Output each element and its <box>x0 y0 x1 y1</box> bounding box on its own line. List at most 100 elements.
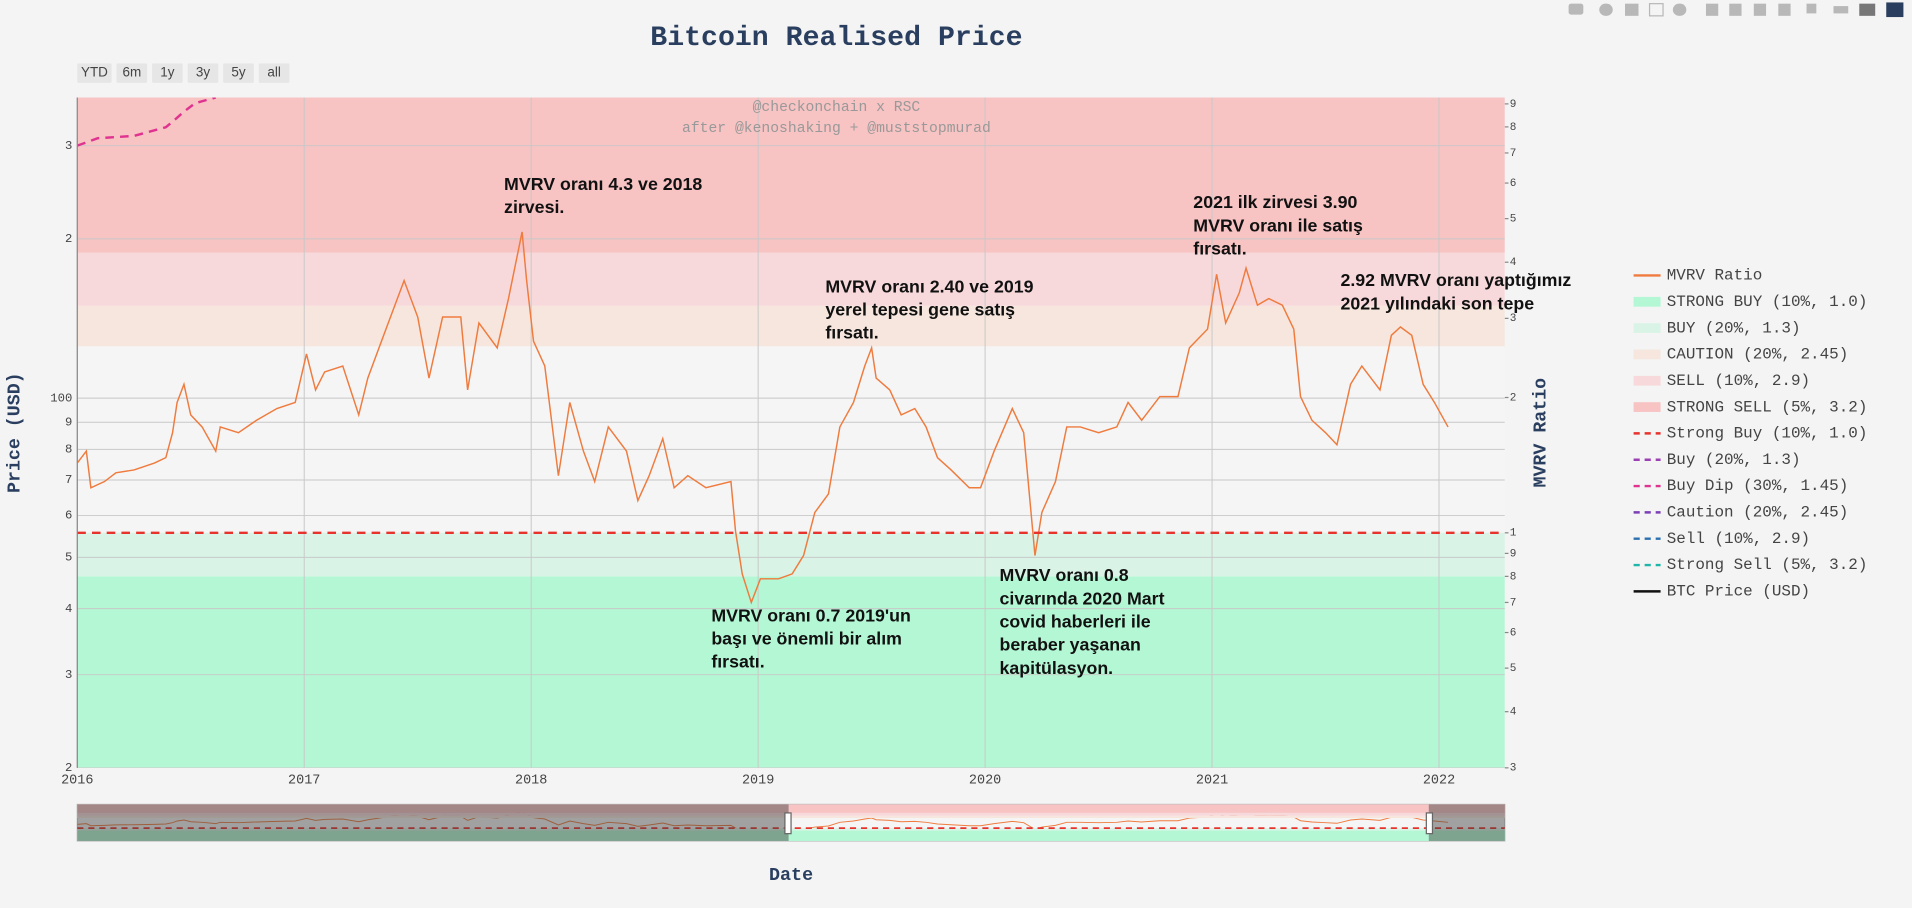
y2-tick-label: 7 <box>1510 148 1517 160</box>
toolbar-icon[interactable] <box>1806 3 1817 14</box>
annotation: fırsatı. <box>1193 239 1246 259</box>
annotation: MVRV oranı 2.40 ve 2019 <box>825 276 1033 296</box>
series-line <box>77 231 1449 605</box>
legend-label: Buy Dip (30%, 1.45) <box>1667 477 1849 495</box>
range-button[interactable] <box>223 63 254 83</box>
annotation: zirvesi. <box>504 197 564 217</box>
toolbar-icon[interactable] <box>1625 3 1639 16</box>
series-line <box>77 97 217 147</box>
toolbar-icon[interactable] <box>1778 3 1791 16</box>
legend-label: CAUTION (20%, 2.45) <box>1667 346 1849 364</box>
toolbar-icon[interactable] <box>1833 6 1849 14</box>
range-button-label[interactable]: 3y <box>196 65 211 80</box>
range-button[interactable] <box>187 63 219 83</box>
legend-label: MVRV Ratio <box>1667 267 1763 285</box>
annotation: MVRV oranı ile satış <box>1193 215 1363 235</box>
y-tick-label: 7 <box>65 473 72 487</box>
y2-tick-label: 8 <box>1510 122 1517 134</box>
legend-label: STRONG BUY (10%, 1.0) <box>1667 293 1868 311</box>
range-button-label[interactable]: all <box>267 65 281 80</box>
toolbar-icon[interactable] <box>1648 3 1664 17</box>
zone-band <box>77 532 1505 577</box>
annotation: fırsatı. <box>825 323 878 343</box>
y-tick-label: 3 <box>65 139 72 153</box>
legend-swatch <box>1633 323 1661 333</box>
annotation: covid haberleri ile <box>1000 612 1151 632</box>
y2-tick-label: 3 <box>1510 763 1517 775</box>
annotation: MVRV oranı 4.3 ve 2018 <box>504 174 702 194</box>
slider-handle[interactable] <box>784 812 792 835</box>
slider-mask <box>77 804 789 841</box>
legend-label: Strong Sell (5%, 3.2) <box>1667 556 1868 574</box>
annotation: 2021 ilk zirvesi 3.90 <box>1193 192 1357 212</box>
y2-tick-label: 4 <box>1510 257 1517 269</box>
legend-label: Caution (20%, 2.45) <box>1667 504 1849 522</box>
y2-tick-label: 7 <box>1510 597 1517 609</box>
zone-band <box>77 305 1505 347</box>
y2-tick-label: 1 <box>1510 528 1517 540</box>
toolbar-icon[interactable] <box>1599 3 1613 16</box>
legend-swatch <box>1633 349 1661 360</box>
legend-swatch <box>1633 402 1661 412</box>
annotation: 2021 yılındaki son tepe <box>1340 293 1534 313</box>
toolbar-icon[interactable] <box>1705 3 1719 16</box>
range-button-label[interactable]: 5y <box>231 65 246 80</box>
range-button[interactable] <box>77 63 112 83</box>
range-button[interactable] <box>116 63 148 83</box>
annotation: kapitülasyon. <box>1000 658 1114 678</box>
range-slider[interactable] <box>76 803 1506 842</box>
range-button-label[interactable]: 6m <box>122 65 141 80</box>
annotation: civarında 2020 Mart <box>1000 588 1165 608</box>
x-tick-label: 2019 <box>742 774 774 789</box>
annotation: fırsatı. <box>711 652 764 672</box>
slider-mask <box>1428 804 1505 841</box>
slider-handle[interactable] <box>1425 812 1434 835</box>
legend-label: BTC Price (USD) <box>1667 583 1810 601</box>
x-tick-label: 2021 <box>1196 774 1228 789</box>
toolbar-icon[interactable] <box>1859 3 1876 16</box>
plot-area <box>77 97 1505 768</box>
legend-label: Buy (20%, 1.3) <box>1667 451 1801 469</box>
legend: MVRV Ratio STRONG BUY (10%, 1.0) BUY (20%,… <box>1633 267 1868 601</box>
legend-label: Sell (10%, 2.9) <box>1667 530 1810 548</box>
y-tick-label: 2 <box>65 761 72 775</box>
annotation: yerel tepesi gene satış <box>825 300 1015 320</box>
toolbar-icon[interactable] <box>1568 3 1584 15</box>
x-tick-label: 2022 <box>1423 774 1455 789</box>
y-tick-label: 100 <box>50 391 72 405</box>
range-button-label[interactable]: 1y <box>160 65 175 80</box>
zone-band <box>77 252 1505 306</box>
annotation: beraber yaşanan <box>1000 635 1141 655</box>
y2-tick-label: 3 <box>1510 313 1517 325</box>
toolbar-icon[interactable] <box>1672 3 1687 16</box>
y-tick-label: 8 <box>65 443 72 457</box>
y2-tick-label: 9 <box>1510 548 1517 560</box>
axes: 2 3 4 5 6 7 8 9 100 2 3 2016 2017 2018 2019 2020 2021 202… <box>50 97 1517 789</box>
toolbar-icon[interactable] <box>1753 3 1767 16</box>
x-axis-title: Date <box>769 865 813 886</box>
range-button[interactable] <box>258 63 290 83</box>
chart-title: Bitcoin Realised Price <box>650 23 1022 54</box>
y2-tick-label: 6 <box>1510 178 1517 190</box>
annotation: 2.92 MVRV oranı yaptığımız <box>1340 270 1571 290</box>
annotation: MVRV oranı 0.7 2019'un <box>711 605 910 625</box>
y-tick-label: 4 <box>65 602 72 616</box>
x-tick-label: 2017 <box>288 774 320 789</box>
toolbar-icon[interactable] <box>1729 3 1742 16</box>
slider-band <box>77 830 1505 841</box>
annotation: başı ve önemli bir alım <box>711 629 902 649</box>
y2-axis-title: MVRV Ratio <box>1530 378 1551 488</box>
range-button-label[interactable]: YTD <box>81 65 108 80</box>
y-tick-label: 5 <box>65 551 72 565</box>
y2-tick-label: 6 <box>1510 627 1517 639</box>
y2-tick-label: 9 <box>1510 99 1517 111</box>
y-tick-label: 3 <box>65 668 72 682</box>
y-tick-label: 6 <box>65 509 72 523</box>
y2-tick-label: 5 <box>1510 663 1517 675</box>
legend-label: STRONG SELL (5%, 3.2) <box>1667 398 1868 416</box>
range-button[interactable] <box>152 63 183 83</box>
toolbar-icon[interactable] <box>1886 2 1904 18</box>
y2-tick-label: 5 <box>1510 214 1517 226</box>
